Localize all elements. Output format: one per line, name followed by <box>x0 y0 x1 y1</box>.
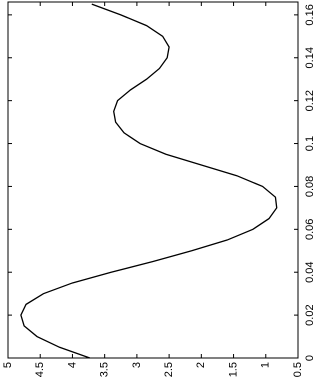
y-tick-label: 5 <box>2 362 14 368</box>
y-tick-label: 2.5 <box>163 362 175 377</box>
x-tick-label: 0.12 <box>304 90 316 111</box>
x-tick-label: 0 <box>304 355 316 361</box>
x-tick-label: 0.04 <box>304 262 316 283</box>
x-tick-label: 0.02 <box>304 304 316 325</box>
line-series <box>20 3 278 359</box>
y-tick-label: 4 <box>66 362 78 368</box>
y-tick-label: 0.5 <box>292 362 304 377</box>
x-tick-label: 0.14 <box>304 47 316 68</box>
plot-frame <box>7 1 299 359</box>
y-tick-label: 3.5 <box>99 362 111 377</box>
x-tick-label: 0.16 <box>304 4 316 25</box>
x-tick-label: 0.06 <box>304 219 316 240</box>
y-tick-label: 4.5 <box>34 362 46 377</box>
y-tick-label: 3 <box>131 362 143 368</box>
y-tick-label: 1.5 <box>227 362 239 377</box>
x-tick-label: 0.08 <box>304 176 316 197</box>
x-tick-label: 0.1 <box>304 136 316 151</box>
y-tick-label: 1 <box>260 362 272 368</box>
y-tick-label: 2 <box>195 362 207 368</box>
